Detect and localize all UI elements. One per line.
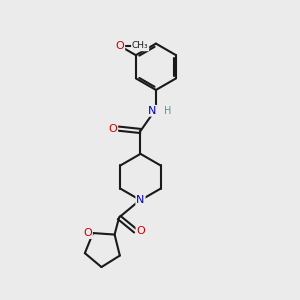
Text: N: N [136, 195, 145, 205]
Text: O: O [136, 226, 145, 236]
Text: CH₃: CH₃ [132, 41, 148, 50]
Text: O: O [109, 124, 117, 134]
Text: O: O [83, 228, 92, 238]
Text: O: O [116, 41, 124, 51]
Text: H: H [164, 106, 171, 116]
Text: N: N [148, 106, 156, 116]
